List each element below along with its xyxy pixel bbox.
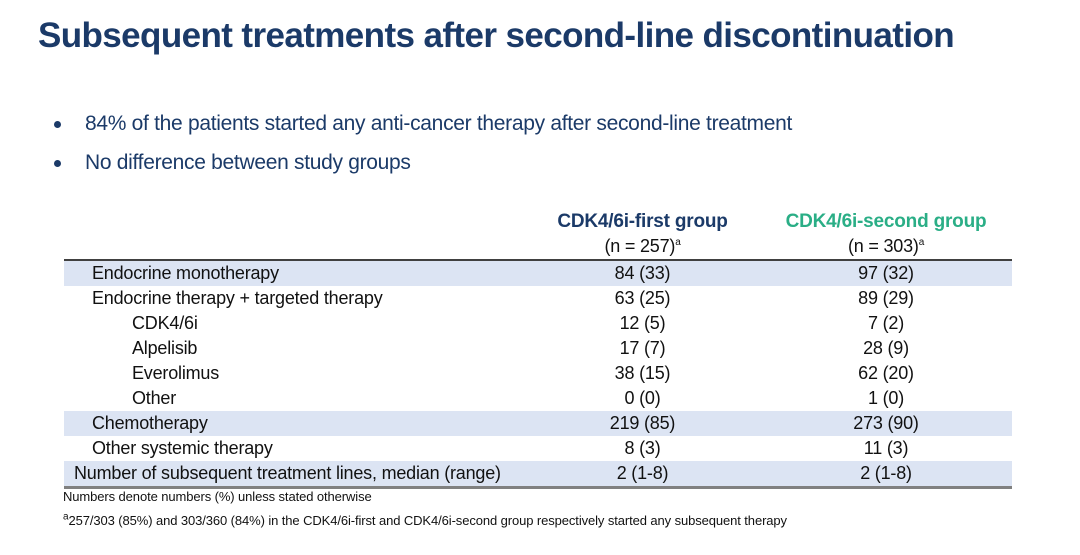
row-label: Everolimus	[132, 363, 220, 383]
row-label: Endocrine monotherapy	[64, 260, 525, 286]
row-label: Chemotherapy	[64, 411, 525, 436]
row-value-first-group: 12 (5)	[619, 313, 666, 333]
row-value-second-group: 7 (2)	[867, 313, 904, 333]
second-group-title: CDK4/6i-second group	[785, 211, 987, 232]
column-header-second-group: CDK4/6i-second group (n = 303)a	[760, 210, 1012, 261]
subsequent-treatments-table: CDK4/6i-first group (n = 257)a CDK4/6i-s…	[64, 210, 1012, 489]
row-label: Other	[132, 388, 177, 408]
bullet-item: 84% of the patients started any anti-can…	[54, 112, 792, 136]
bullet-text: 84% of the patients started any anti-can…	[85, 112, 793, 135]
row-value-first-group: 84 (33)	[525, 260, 760, 286]
row-value-second-group: 273 (90)	[760, 411, 1012, 436]
table-row: Everolimus 38 (15) 62 (20)	[64, 361, 1012, 386]
row-label: Other systemic therapy	[92, 438, 273, 458]
label-column-header	[64, 210, 525, 261]
table-row: CDK4/6i 12 (5) 7 (2)	[64, 311, 1012, 336]
table-row: Endocrine therapy + targeted therapy 63 (…	[64, 286, 1012, 311]
row-value-first-group: 17 (7)	[619, 338, 666, 358]
table-row: Other systemic therapy 8 (3) 11 (3)	[64, 436, 1012, 461]
row-value-first-group: 219 (85)	[525, 411, 760, 436]
bullet-list: 84% of the patients started any anti-can…	[54, 112, 792, 190]
table-row: Chemotherapy 219 (85) 273 (90)	[64, 411, 1012, 436]
bullet-icon	[54, 120, 61, 128]
row-value-second-group: 2 (1-8)	[760, 461, 1012, 489]
row-value-first-group: 8 (3)	[624, 438, 661, 458]
first-group-title: CDK4/6i-first group	[557, 211, 728, 232]
row-label: CDK4/6i	[132, 313, 198, 333]
table-header-row: CDK4/6i-first group (n = 257)a CDK4/6i-s…	[64, 210, 1012, 261]
footnote-units: Numbers denote numbers (%) unless stated…	[63, 489, 372, 504]
footnote-marker: a	[63, 511, 69, 523]
bullet-icon	[54, 159, 61, 167]
row-value-first-group: 38 (15)	[614, 363, 671, 383]
row-value-second-group: 97 (32)	[760, 260, 1012, 286]
treatment-table-body: Endocrine monotherapy 84 (33) 97 (32) Endoc…	[64, 260, 1012, 489]
second-group-n: (n = 303)a	[847, 236, 925, 256]
table-row: Endocrine monotherapy 84 (33) 97 (32)	[64, 260, 1012, 286]
bullet-item: No difference between study groups	[54, 151, 792, 175]
row-value-second-group: 1 (0)	[867, 388, 904, 408]
column-header-first-group: CDK4/6i-first group (n = 257)a	[525, 210, 760, 261]
row-value-second-group: 89 (29)	[858, 288, 914, 308]
footnote-marker: a	[675, 237, 681, 248]
row-label: Endocrine therapy + targeted therapy	[92, 288, 383, 308]
table-row: Alpelisib 17 (7) 28 (9)	[64, 336, 1012, 361]
row-value-first-group: 63 (25)	[614, 288, 671, 308]
row-value-second-group: 62 (20)	[858, 363, 914, 383]
first-group-n: (n = 257)a	[604, 236, 681, 256]
row-label: Number of subsequent treatment lines, me…	[64, 461, 525, 489]
table-row: Number of subsequent treatment lines, me…	[64, 461, 1012, 489]
footnote-a: a257/303 (85%) and 303/360 (84%) in the …	[63, 511, 787, 528]
table-row: Other 0 (0) 1 (0)	[64, 386, 1012, 411]
row-value-second-group: 11 (3)	[863, 438, 909, 458]
row-value-second-group: 28 (9)	[863, 338, 909, 358]
row-label: Alpelisib	[132, 338, 198, 358]
footnote-marker: a	[918, 237, 925, 248]
slide-title: Subsequent treatments after second-line …	[38, 16, 955, 55]
row-value-first-group: 0 (0)	[624, 388, 661, 408]
bullet-text: No difference between study groups	[85, 151, 411, 174]
row-value-first-group: 2 (1-8)	[525, 461, 760, 489]
